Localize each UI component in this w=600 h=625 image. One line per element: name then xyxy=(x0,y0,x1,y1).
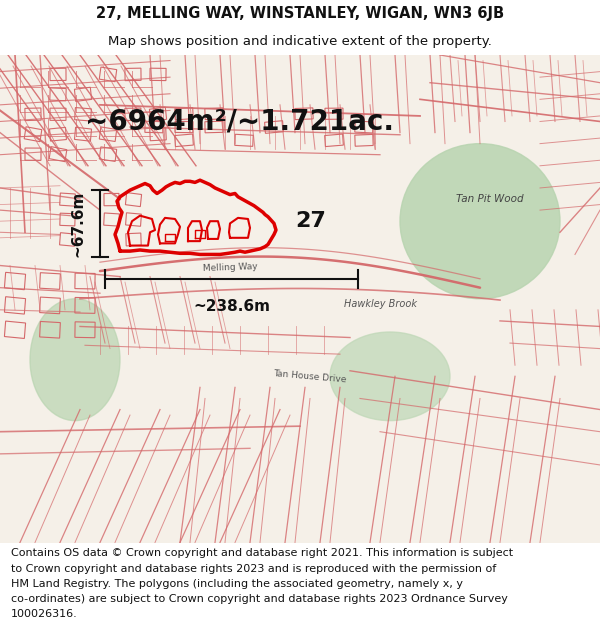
Text: Hawkley Brook: Hawkley Brook xyxy=(343,299,416,309)
Text: ~67.6m: ~67.6m xyxy=(70,190,85,257)
Ellipse shape xyxy=(30,299,120,421)
Text: 100026316.: 100026316. xyxy=(11,609,77,619)
Text: Tan House Drive: Tan House Drive xyxy=(273,369,347,384)
Text: Map shows position and indicative extent of the property.: Map shows position and indicative extent… xyxy=(108,35,492,48)
Text: 27: 27 xyxy=(295,211,326,231)
Text: co-ordinates) are subject to Crown copyright and database rights 2023 Ordnance S: co-ordinates) are subject to Crown copyr… xyxy=(11,594,508,604)
Text: 27, MELLING WAY, WINSTANLEY, WIGAN, WN3 6JB: 27, MELLING WAY, WINSTANLEY, WIGAN, WN3 … xyxy=(96,6,504,21)
Ellipse shape xyxy=(330,332,450,421)
Ellipse shape xyxy=(400,144,560,299)
Text: Tan Pit Wood: Tan Pit Wood xyxy=(456,194,524,204)
Text: ~238.6m: ~238.6m xyxy=(193,299,270,314)
Text: ~6964m²/~1.721ac.: ~6964m²/~1.721ac. xyxy=(86,107,395,136)
Text: Contains OS data © Crown copyright and database right 2021. This information is : Contains OS data © Crown copyright and d… xyxy=(11,548,513,558)
Text: HM Land Registry. The polygons (including the associated geometry, namely x, y: HM Land Registry. The polygons (includin… xyxy=(11,579,463,589)
Text: to Crown copyright and database rights 2023 and is reproduced with the permissio: to Crown copyright and database rights 2… xyxy=(11,564,496,574)
Text: Melling Way: Melling Way xyxy=(202,262,257,273)
